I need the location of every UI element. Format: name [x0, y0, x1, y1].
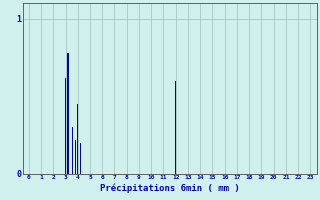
Bar — [77, 104, 78, 174]
Bar — [67, 53, 68, 174]
Bar — [75, 140, 76, 174]
Bar — [65, 78, 66, 174]
Bar — [72, 127, 74, 174]
Bar — [80, 143, 81, 174]
Bar — [175, 81, 176, 174]
X-axis label: Précipitations 6min ( mm ): Précipitations 6min ( mm ) — [100, 183, 239, 193]
